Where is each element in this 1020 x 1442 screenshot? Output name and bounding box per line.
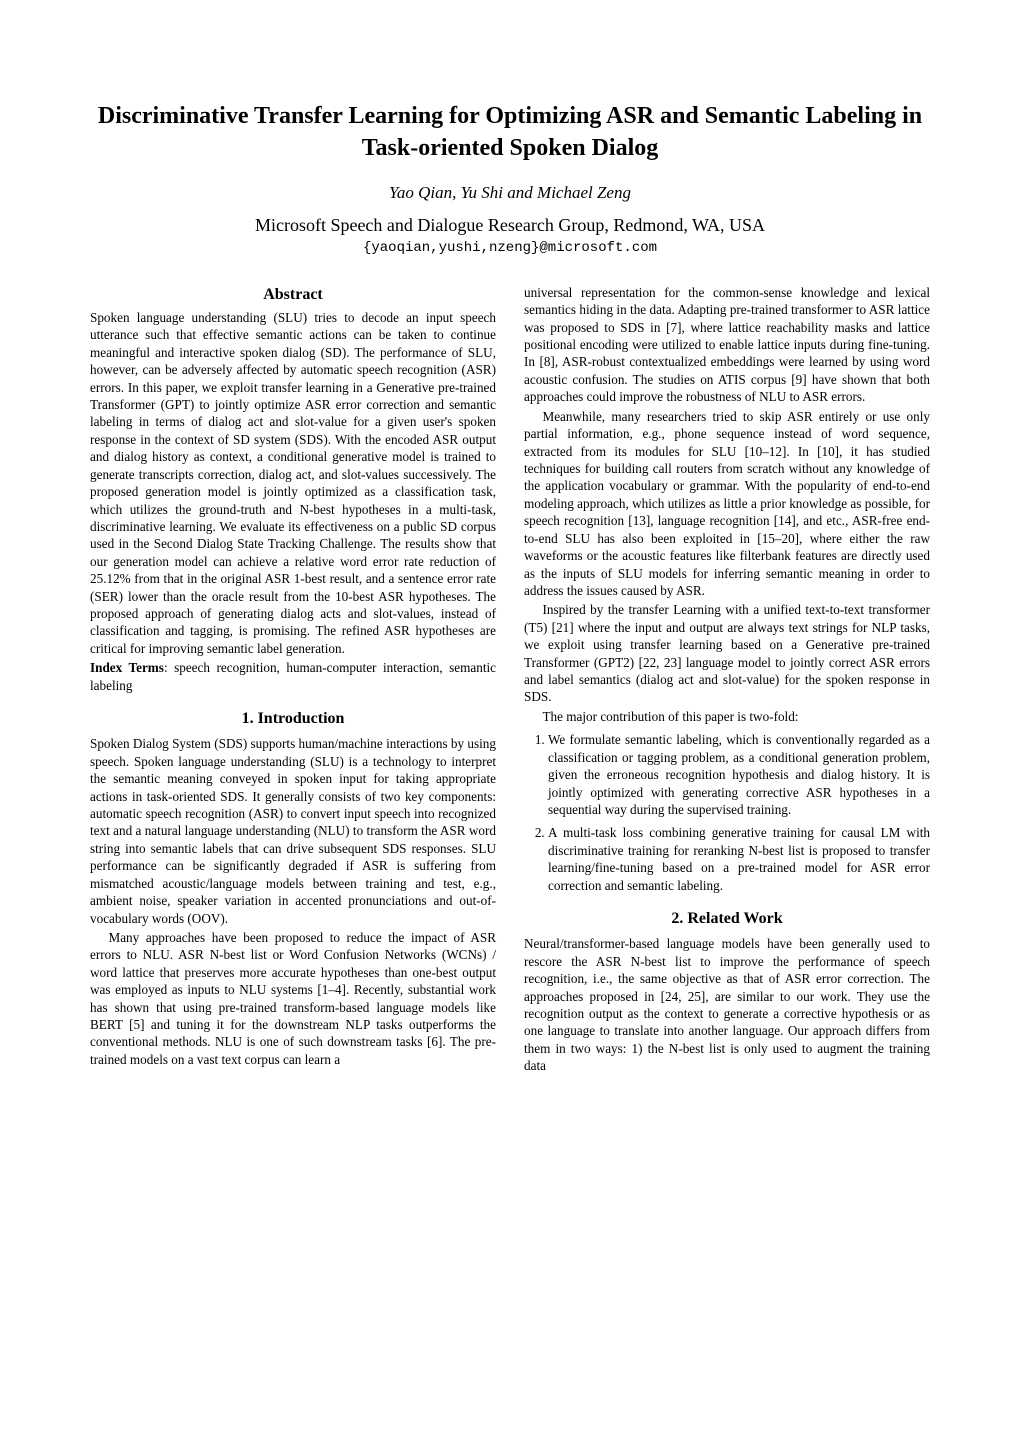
contribution-item-1: We formulate semantic labeling, which is… [548, 731, 930, 818]
right-paragraph-3: Inspired by the transfer Learning with a… [524, 601, 930, 706]
index-terms: Index Terms: speech recognition, human-c… [90, 659, 496, 694]
abstract-heading: Abstract [90, 284, 496, 305]
section-heading-intro: 1. Introduction [90, 708, 496, 729]
intro-paragraph-1: Spoken Dialog System (SDS) supports huma… [90, 735, 496, 927]
paper-email: {yaoqian,yushi,nzeng}@microsoft.com [90, 240, 930, 256]
right-paragraph-2: Meanwhile, many researchers tried to ski… [524, 408, 930, 600]
contribution-item-2: A multi-task loss combining generative t… [548, 824, 930, 894]
abstract-text: Spoken language understanding (SLU) trie… [90, 309, 496, 657]
right-paragraph-4: The major contribution of this paper is … [524, 708, 930, 725]
paper-authors: Yao Qian, Yu Shi and Michael Zeng [90, 183, 930, 203]
right-paragraph-1: universal representation for the common-… [524, 284, 930, 406]
paper-affiliation: Microsoft Speech and Dialogue Research G… [90, 215, 930, 236]
index-terms-label: Index Terms [90, 660, 164, 675]
section-heading-related: 2. Related Work [524, 908, 930, 929]
paper-title: Discriminative Transfer Learning for Opt… [90, 100, 930, 165]
intro-paragraph-2: Many approaches have been proposed to re… [90, 929, 496, 1068]
right-column: universal representation for the common-… [524, 284, 930, 1077]
left-column: Abstract Spoken language understanding (… [90, 284, 496, 1077]
two-column-layout: Abstract Spoken language understanding (… [90, 284, 930, 1077]
contribution-list: We formulate semantic labeling, which is… [524, 731, 930, 894]
paper-page: Discriminative Transfer Learning for Opt… [0, 0, 1020, 1137]
related-paragraph-1: Neural/transformer-based language models… [524, 935, 930, 1074]
